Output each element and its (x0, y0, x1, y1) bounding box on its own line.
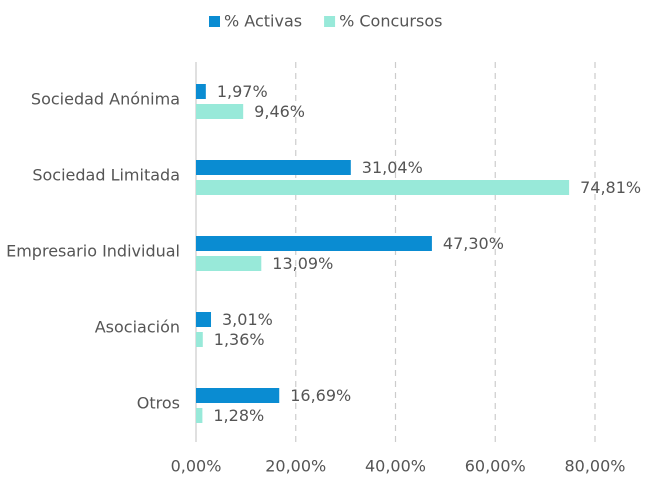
category-label: Asociación (95, 318, 180, 337)
value-label: 3,01% (222, 310, 273, 329)
bar (196, 388, 280, 403)
legend-label: % Concursos (339, 12, 442, 31)
value-label: 1,28% (213, 406, 264, 425)
value-label: 9,46% (254, 102, 305, 121)
value-label: 16,69% (290, 386, 351, 405)
value-label: 1,36% (214, 330, 265, 349)
value-label: 13,09% (272, 254, 333, 273)
bar (196, 332, 203, 347)
category-label: Otros (137, 394, 180, 413)
value-label: 47,30% (443, 234, 504, 253)
x-tick-label: 0,00% (171, 457, 222, 476)
category-label: Empresario Individual (6, 242, 180, 261)
x-tick-label: 80,00% (564, 457, 625, 476)
value-label: 74,81% (580, 178, 641, 197)
category-label: Sociedad Anónima (31, 90, 180, 109)
bar (196, 236, 432, 251)
bar (196, 84, 206, 99)
legend-label: % Activas (224, 12, 302, 31)
x-tick-label: 20,00% (265, 457, 326, 476)
legend-swatch (324, 16, 336, 27)
value-label: 1,97% (217, 82, 268, 101)
bar (196, 160, 351, 175)
legend-swatch (209, 16, 220, 27)
bar (196, 104, 244, 119)
x-tick-label: 40,00% (365, 457, 426, 476)
x-tick-label: 60,00% (465, 457, 526, 476)
bar (196, 312, 212, 327)
category-label: Sociedad Limitada (32, 166, 180, 185)
bar (196, 180, 570, 195)
value-label: 31,04% (362, 158, 423, 177)
bar (196, 256, 262, 271)
bar (196, 408, 203, 423)
